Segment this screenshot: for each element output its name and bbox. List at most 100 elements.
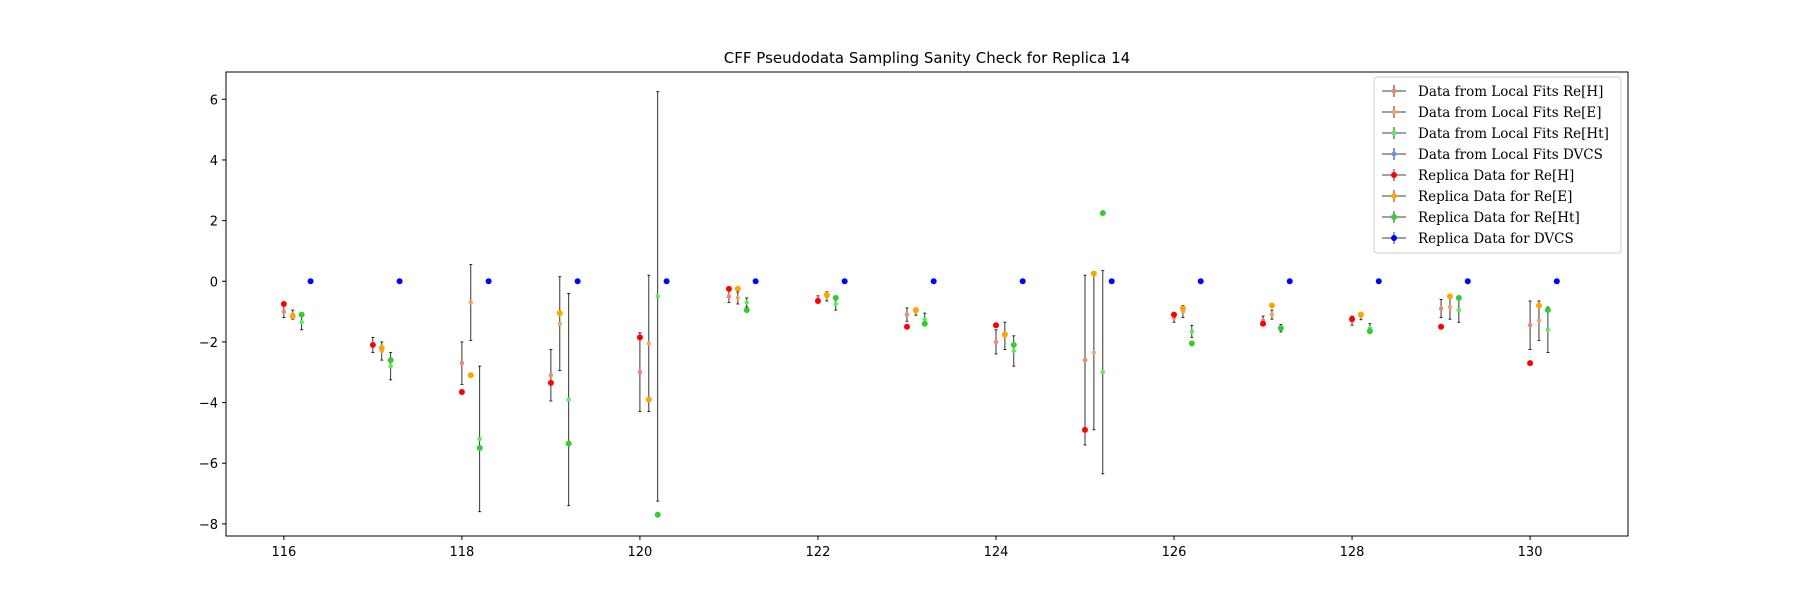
data-point [1260,320,1267,327]
legend-box [1373,76,1622,254]
data-point [833,301,838,307]
legend-label: Data from Local Fits DVCS [1418,147,1603,163]
series-replica-data-for-re-ht [298,210,1551,518]
data-point [832,294,839,301]
data-point [1011,348,1016,354]
data-point [387,357,394,364]
legend-marker [1391,130,1397,136]
data-point [1357,311,1364,318]
data-point [743,307,750,314]
data-point [1108,278,1115,285]
legend-item: Data from Local Fits Re[E] [1382,105,1602,121]
data-point [1171,311,1178,318]
data-point [655,294,660,299]
legend-marker [1391,88,1397,94]
y-tick-label: 6 [210,93,218,108]
legend: Data from Local Fits Re[H] Data from Loca… [1373,76,1622,254]
data-point [1277,325,1284,332]
data-point [1349,316,1356,323]
legend-label: Data from Local Fits Re[E] [1418,105,1602,121]
y-tick-label: 4 [210,154,218,169]
data-point [1269,312,1275,317]
x-tick-label: 128 [1340,545,1365,560]
plot-frame [225,71,1629,537]
y-axis: −8 −6 −4 −2 0 2 4 6 [199,93,226,533]
data-point [1455,294,1462,301]
data-point [735,295,741,301]
y-tick-label: −4 [199,397,218,412]
data-point [307,278,314,285]
data-point [645,396,652,403]
legend-marker [1391,193,1397,199]
data-point [752,278,759,285]
data-point [1082,426,1089,433]
y-tick-label: 2 [210,215,218,230]
data-point [1456,307,1462,313]
data-point [841,278,848,285]
legend-marker [1391,109,1397,115]
data-point [1527,360,1534,367]
x-tick-label: 122 [806,545,831,560]
series-replica-data-for-re-e [289,270,1542,403]
series-data-from-local-fits-re-e [290,264,1542,431]
data-point [477,436,482,442]
data-point [1553,278,1560,285]
x-tick-label: 120 [628,545,653,560]
data-point [467,372,474,379]
data-point [468,300,473,305]
chart-title: CFF Pseudodata Sampling Sanity Check for… [724,49,1130,67]
y-tick-label: −6 [199,457,218,472]
data-point [1091,350,1097,355]
series-layer [280,91,1560,518]
data-point [1438,306,1444,311]
data-point [904,312,910,317]
data-point [566,397,571,402]
series-data-from-local-fits-re-h [281,274,1533,446]
data-point [922,316,927,322]
data-point [1010,341,1017,348]
data-point [485,278,492,285]
legend-marker [1391,214,1397,220]
data-point [1189,329,1195,334]
data-point [1100,370,1106,375]
data-point [823,291,830,298]
legend-marker [1391,151,1397,157]
y-tick-label: 0 [210,275,218,290]
data-point [1268,302,1275,309]
data-point [388,363,393,369]
data-point [636,334,643,341]
data-point [574,278,581,285]
data-point [654,511,661,518]
data-point [280,301,287,307]
legend-item: Replica Data for Re[Ht] [1382,210,1580,226]
legend-label: Replica Data for Re[Ht] [1418,210,1580,226]
legend-item: Data from Local Fits Re[H] [1382,84,1603,100]
data-point [725,285,732,292]
data-point [993,339,999,345]
x-axis: 116 118 120 122 124 126 128 130 [271,536,1542,560]
data-point [1197,278,1204,285]
data-point [1375,278,1382,285]
data-point [814,297,821,304]
data-point [1544,307,1551,314]
data-point [289,313,296,320]
data-point [369,341,376,348]
legend-label: Replica Data for DVCS [1418,231,1574,247]
data-point [556,310,563,317]
data-point [1536,318,1542,323]
data-point [903,323,910,330]
data-point [378,344,385,351]
data-point [921,320,928,327]
legend-item: Data from Local Fits Re[Ht] [1382,126,1609,142]
data-point [930,278,937,285]
data-point [476,445,483,452]
legend-label: Data from Local Fits Re[Ht] [1418,126,1609,142]
data-point [1545,327,1551,332]
data-point [637,370,643,375]
x-tick-label: 116 [271,545,296,560]
data-point [1188,340,1195,347]
data-point [548,373,554,378]
data-point [663,278,670,285]
data-point [547,379,554,386]
